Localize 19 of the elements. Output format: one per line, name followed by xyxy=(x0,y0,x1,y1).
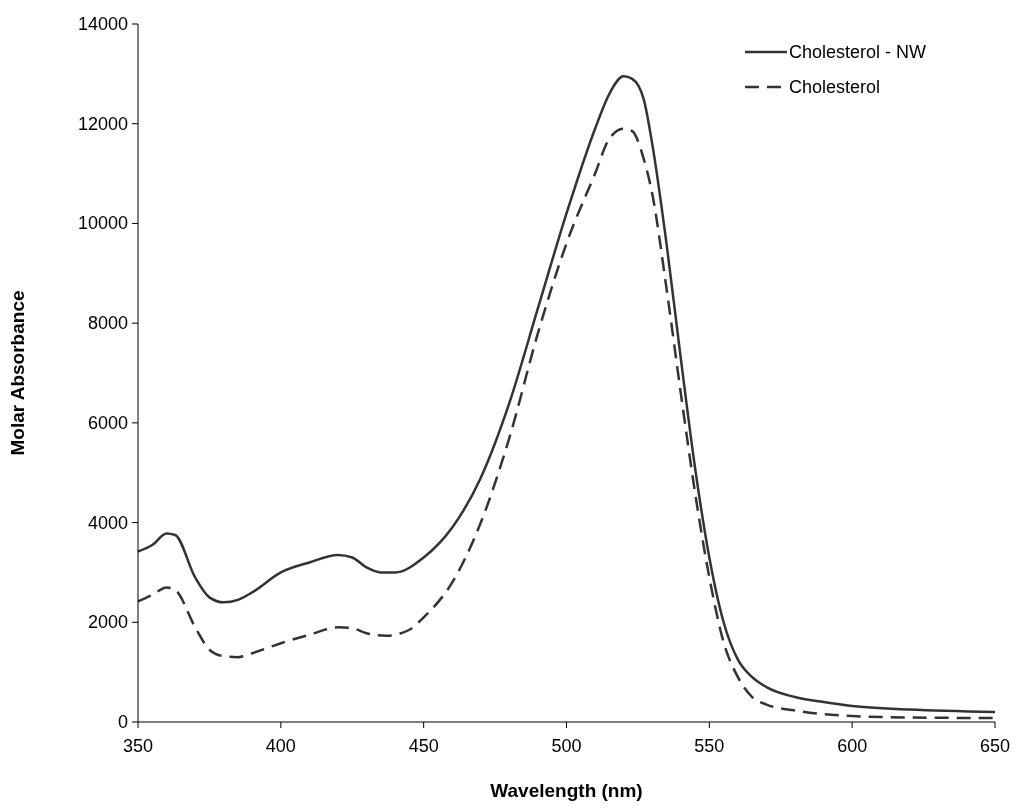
y-tick-label: 12000 xyxy=(77,113,128,134)
y-tick-label: 6000 xyxy=(87,412,128,433)
x-tick-label: 600 xyxy=(837,736,868,756)
y-tick-label: 10000 xyxy=(77,213,128,234)
x-tick-label: 450 xyxy=(408,736,439,756)
x-tick-label: 400 xyxy=(265,736,296,756)
x-tick-label: 650 xyxy=(979,736,1011,756)
x-axis-title: Wavelength (nm) xyxy=(490,780,643,801)
x-tick-label: 550 xyxy=(694,736,725,756)
y-axis-title: Molar Absorbance xyxy=(7,290,28,456)
y-tick-label: 14000 xyxy=(77,14,128,34)
legend-label: Cholesterol - NW xyxy=(789,42,927,62)
x-tick-label: 500 xyxy=(551,736,582,756)
y-tick-label: 2000 xyxy=(87,612,128,633)
y-tick-label: 4000 xyxy=(87,512,128,533)
y-tick-label: 0 xyxy=(117,712,128,732)
legend-label: Cholesterol xyxy=(789,77,881,97)
x-tick-label: 350 xyxy=(122,736,154,756)
y-tick-label: 8000 xyxy=(87,313,128,334)
